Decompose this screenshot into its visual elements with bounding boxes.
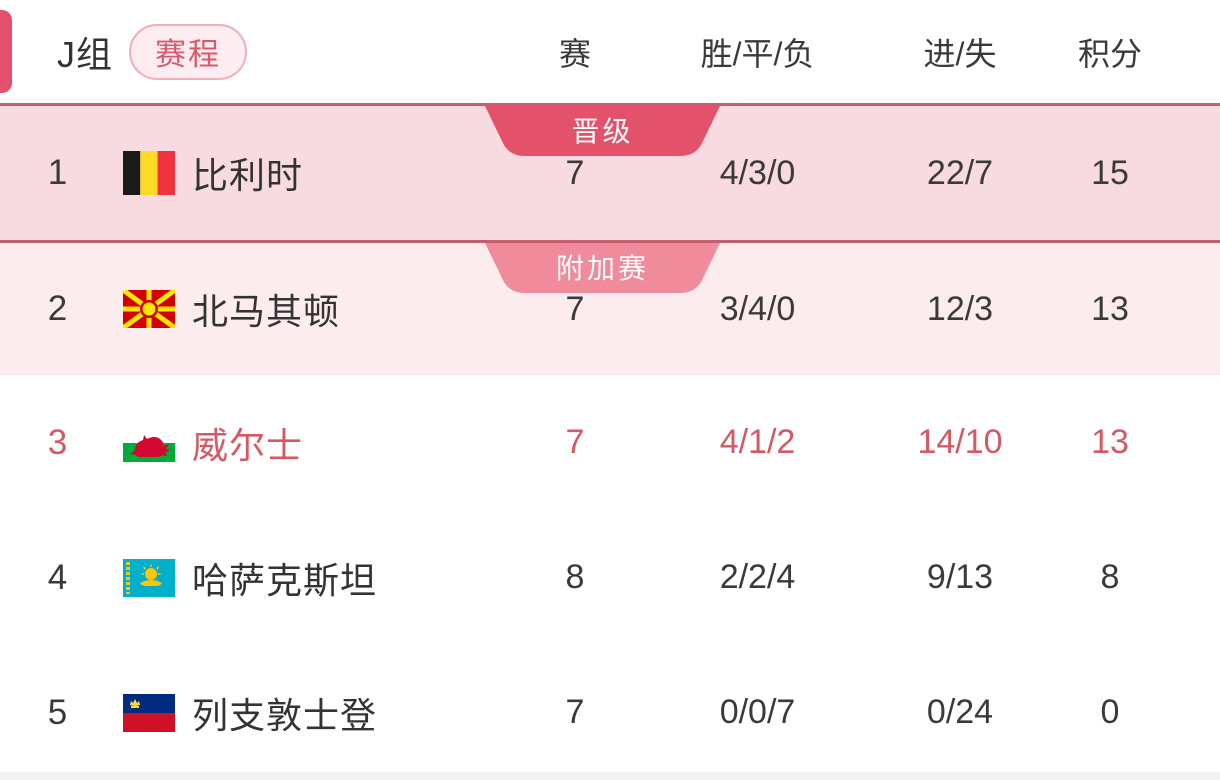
bottom-divider [0, 772, 1220, 780]
wales-flag-icon [115, 423, 180, 462]
playoff-banner: 附加赛 [485, 243, 720, 293]
schedule-badge-button[interactable]: 赛程 [129, 23, 248, 80]
column-header-played: 赛 [558, 35, 591, 72]
group-title: J组 [57, 33, 114, 75]
stat-played: 7 [565, 693, 585, 731]
stat-wdl: 4/1/2 [719, 423, 796, 461]
team-name: 北马其顿 [192, 291, 341, 332]
kazakhstan-flag-icon [115, 558, 180, 597]
rank-label: 1 [47, 153, 68, 192]
team-name: 列支敦士登 [192, 694, 378, 736]
table-row-north-macedonia[interactable]: 附加赛 2 北马其顿 7 3/4/0 12/3 13 [0, 240, 1220, 375]
stat-played: 8 [565, 558, 585, 596]
stat-points: 15 [1091, 153, 1129, 192]
stat-played: 7 [565, 153, 585, 192]
stat-goals: 14/10 [917, 423, 1003, 461]
qualified-banner: 晋级 [485, 106, 720, 156]
stat-points: 0 [1100, 693, 1120, 731]
accent-tab-indicator [0, 10, 12, 93]
belgium-flag-icon [115, 151, 180, 195]
stat-wdl: 0/0/7 [719, 693, 796, 731]
stat-goals: 12/3 [926, 289, 994, 328]
table-row-wales[interactable]: 3 威尔士 7 4/1/2 14/10 13 [0, 375, 1220, 510]
liechtenstein-flag-icon [115, 693, 180, 732]
stat-goals: 22/7 [926, 153, 994, 192]
stat-points: 8 [1100, 558, 1120, 596]
rank-label: 4 [47, 557, 68, 597]
stat-goals: 0/24 [926, 693, 994, 731]
north-macedonia-flag-icon [115, 290, 180, 328]
stat-played: 7 [565, 423, 585, 461]
column-header-points: 积分 [1077, 35, 1142, 72]
column-header-goals: 进/失 [923, 35, 997, 72]
team-name: 威尔士 [192, 424, 304, 466]
team-name: 哈萨克斯坦 [192, 559, 378, 601]
table-row-kazakhstan[interactable]: 4 哈萨克斯坦 8 2/2/4 9/13 8 [0, 510, 1220, 645]
rank-label: 3 [47, 422, 68, 462]
stat-wdl: 4/3/0 [719, 153, 796, 192]
stat-points: 13 [1091, 289, 1129, 328]
column-header-wdl: 胜/平/负 [700, 35, 815, 72]
standings-header: J组 赛程 赛 胜/平/负 进/失 积分 [0, 0, 1220, 103]
team-name: 比利时 [192, 155, 304, 196]
table-row-liechtenstein[interactable]: 5 列支敦士登 7 0/0/7 0/24 0 [0, 645, 1220, 780]
stat-played: 7 [565, 289, 585, 328]
rank-label: 5 [47, 692, 68, 732]
stat-goals: 9/13 [926, 558, 994, 596]
stat-wdl: 3/4/0 [719, 289, 796, 328]
rank-label: 2 [47, 289, 68, 328]
stat-wdl: 2/2/4 [719, 558, 796, 596]
table-row-belgium[interactable]: 晋级 1 比利时 7 4/3/0 22/7 15 [0, 103, 1220, 240]
stat-points: 13 [1091, 423, 1129, 461]
